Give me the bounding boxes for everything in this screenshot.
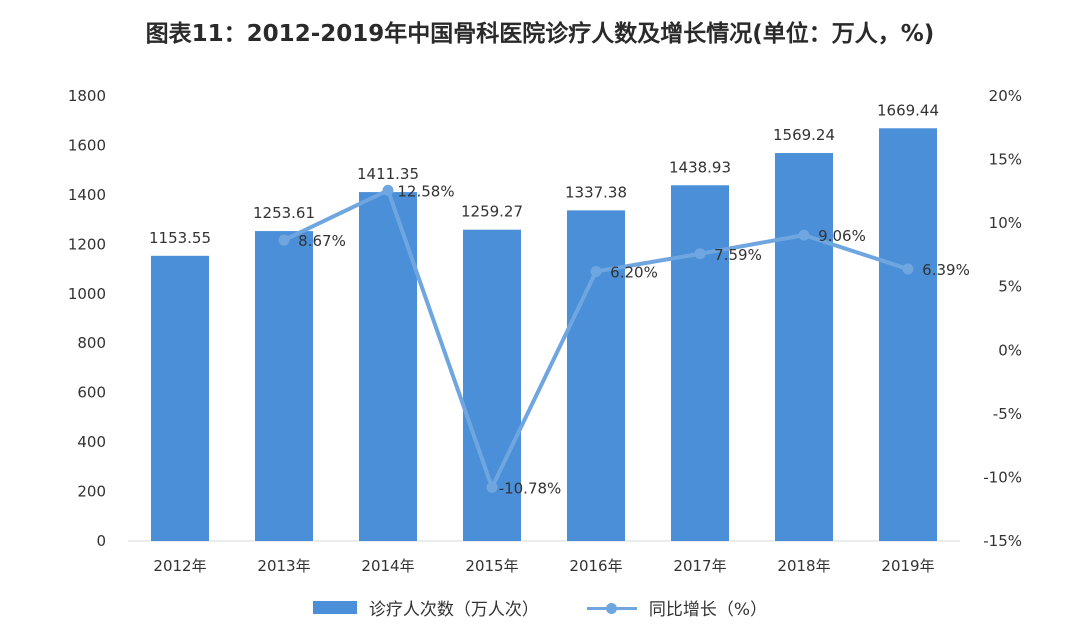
y-left-tick-label: 200 [77,483,106,501]
bar-value-label: 1438.93 [669,158,731,176]
y-right-tick-label: -15% [983,532,1022,550]
y-left-tick-label: 1800 [68,87,106,105]
y-left-tick-label: 600 [77,384,106,402]
x-tick-label: 2019年 [881,557,934,575]
x-axis: 2012年 2013年 2014年 2015年 2016年 2017年 2018年 2019年 [153,557,934,575]
y-left-tick-label: 1600 [68,136,106,154]
bar-value-label: 1259.27 [461,203,523,221]
line-value-label: 9.06% [818,227,866,245]
line-point[interactable] [382,184,394,196]
x-tick-label: 2018年 [777,557,830,575]
left-axis: 0 200 400 600 800 1000 1200 1400 1600 1800 [68,87,106,550]
line-value-label: 12.58% [397,182,454,200]
legend-item-bars[interactable]: 诊疗人次数（万人次） [312,595,539,620]
legend: 诊疗人次数（万人次） 同比增长（%） [0,595,1080,620]
y-left-tick-label: 400 [77,433,106,451]
y-right-tick-label: -5% [993,405,1022,423]
line-point[interactable] [798,229,810,241]
line-value-label: 7.59% [714,246,762,264]
bar[interactable] [255,231,313,541]
bar-value-label: 1337.38 [565,183,627,201]
line-series: 8.67% 12.58% -10.78% 6.20% 7.59% 9.06% 6.39% [278,182,970,497]
bar-series: 1153.55 1253.61 1411.35 1259.27 1337.38 1438.… [149,101,939,542]
bar[interactable] [879,128,937,541]
line-point[interactable] [278,234,290,246]
line-point[interactable] [590,265,602,277]
x-tick-label: 2014年 [361,557,414,575]
line-value-label: 8.67% [298,232,346,250]
y-right-tick-label: 20% [989,87,1022,105]
bar[interactable] [775,153,833,541]
bar-value-label: 1669.44 [877,101,939,119]
line-value-label: 6.20% [610,263,658,281]
bar-value-label: 1569.24 [773,126,835,144]
right-axis: -15% -10% -5% 0% 5% 10% 15% 20% [983,87,1022,550]
y-left-tick-label: 0 [96,532,106,550]
line-value-label: 6.39% [922,261,970,279]
y-right-tick-label: 10% [989,214,1022,232]
x-tick-label: 2013年 [257,557,310,575]
chart-title: 图表11：2012-2019年中国骨科医院诊疗人数及增长情况(单位：万人，%) [145,21,935,47]
y-right-tick-label: 0% [998,341,1022,359]
line-point[interactable] [694,248,706,260]
y-right-tick-label: 5% [998,278,1022,296]
legend-swatch-line [586,601,637,615]
bar-value-label: 1153.55 [149,229,211,247]
y-left-tick-label: 800 [77,334,106,352]
bar-value-label: 1411.35 [357,165,419,183]
legend-label-bars: 诊疗人次数（万人次） [368,600,539,620]
line-point[interactable] [486,481,498,493]
y-right-tick-label: 15% [989,151,1022,169]
x-tick-label: 2015年 [465,557,518,575]
x-tick-label: 2016年 [569,557,622,575]
line-value-label: -10.78% [499,479,562,497]
x-tick-label: 2012年 [153,557,206,575]
legend-item-line[interactable]: 同比增长（%） [586,595,768,620]
bar[interactable] [151,255,209,541]
y-left-tick-label: 1400 [68,186,106,204]
bar-value-label: 1253.61 [253,204,315,222]
legend-swatch-bar [312,601,357,614]
legend-label-line: 同比增长（%） [648,600,768,620]
y-left-tick-label: 1200 [68,235,106,253]
line-point[interactable] [902,263,914,275]
y-right-tick-label: -10% [983,468,1022,486]
x-tick-label: 2017年 [673,557,726,575]
y-left-tick-label: 1000 [68,285,106,303]
bar[interactable] [671,185,729,541]
bar[interactable] [567,210,625,542]
